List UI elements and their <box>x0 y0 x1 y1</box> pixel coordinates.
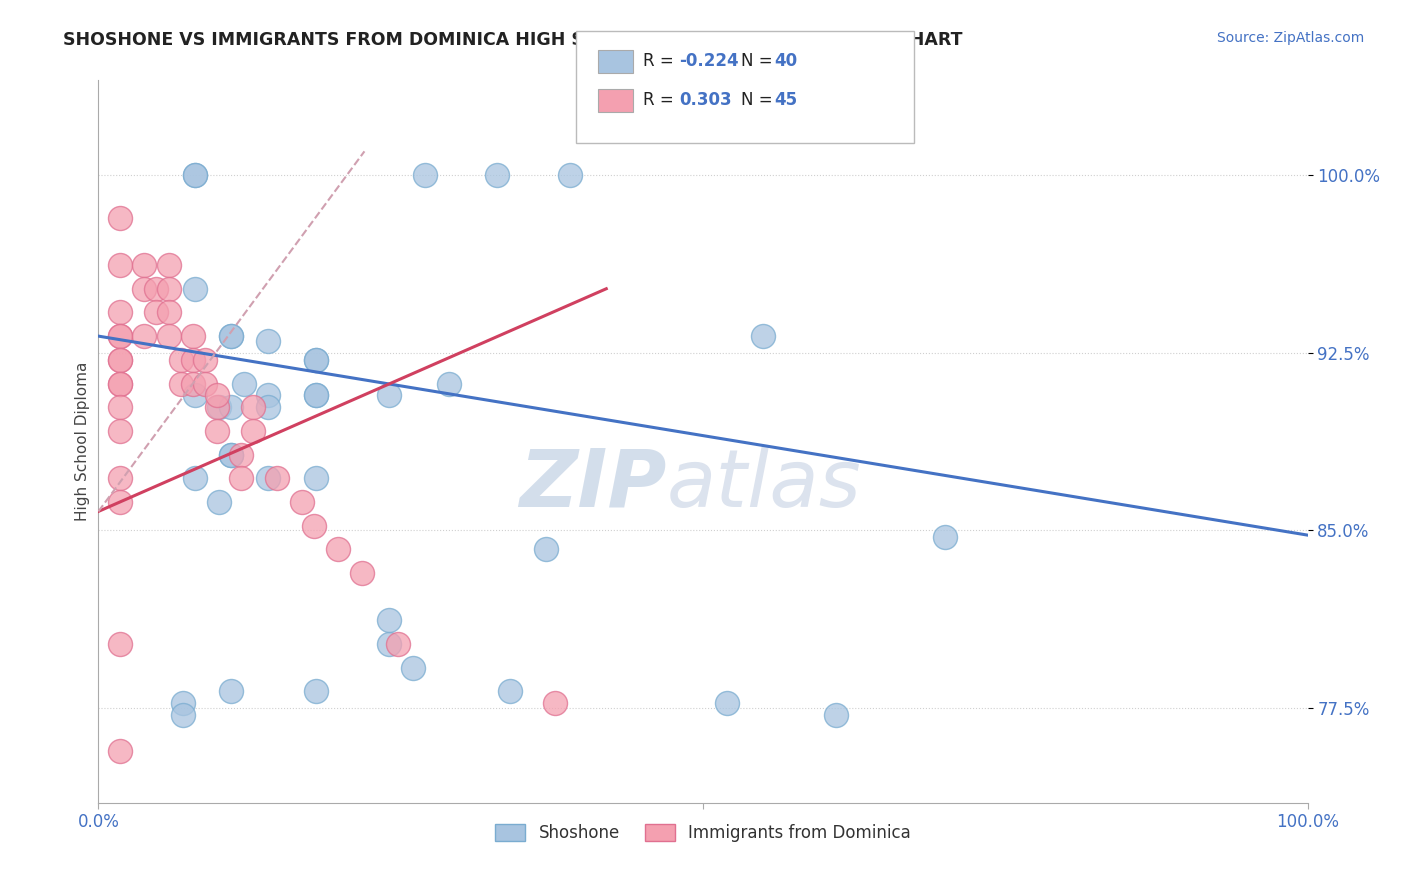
Point <box>157 329 180 343</box>
Text: R =: R = <box>643 91 679 109</box>
Point <box>181 329 204 343</box>
Point <box>108 744 131 758</box>
Point <box>256 334 278 348</box>
Point <box>752 329 775 343</box>
Point <box>534 542 557 557</box>
Point <box>377 614 399 628</box>
Point <box>169 352 191 367</box>
Point <box>825 708 848 723</box>
Point <box>194 352 217 367</box>
Point <box>544 696 567 710</box>
Point <box>157 282 180 296</box>
Point <box>145 282 167 296</box>
Point <box>108 376 131 391</box>
Point <box>256 471 278 485</box>
Point <box>486 168 509 182</box>
Point <box>108 211 131 225</box>
Point <box>208 495 231 509</box>
Point <box>232 376 254 391</box>
Point <box>305 388 328 402</box>
Point <box>256 388 278 402</box>
Point <box>108 258 131 272</box>
Point <box>305 684 328 698</box>
Point <box>181 352 204 367</box>
Text: 40: 40 <box>775 52 797 70</box>
Point <box>169 376 191 391</box>
Point <box>256 400 278 414</box>
Point <box>184 168 207 182</box>
Point <box>108 352 131 367</box>
Text: -0.224: -0.224 <box>679 52 738 70</box>
Point <box>205 424 228 438</box>
Point <box>134 258 156 272</box>
Point <box>437 376 460 391</box>
Point <box>157 258 180 272</box>
Point <box>934 531 956 545</box>
Point <box>290 495 312 509</box>
Point <box>145 305 167 319</box>
Point <box>181 376 204 391</box>
Point <box>326 542 349 557</box>
Point <box>184 471 207 485</box>
Point <box>377 637 399 651</box>
Point <box>205 400 228 414</box>
Point <box>108 424 131 438</box>
Point <box>221 329 243 343</box>
Point <box>184 168 207 182</box>
Text: 45: 45 <box>775 91 797 109</box>
Point <box>221 400 243 414</box>
Point <box>221 684 243 698</box>
Point <box>157 305 180 319</box>
Text: N =: N = <box>741 91 778 109</box>
Point <box>221 329 243 343</box>
Point <box>108 495 131 509</box>
Y-axis label: High School Diploma: High School Diploma <box>75 362 90 521</box>
Point <box>172 696 194 710</box>
Point <box>108 329 131 343</box>
Legend: Shoshone, Immigrants from Dominica: Shoshone, Immigrants from Dominica <box>488 817 918 848</box>
Point <box>229 448 252 462</box>
Text: atlas: atlas <box>666 446 862 524</box>
Point <box>377 388 399 402</box>
Point <box>108 471 131 485</box>
Point <box>108 352 131 367</box>
Point <box>387 637 409 651</box>
Point <box>108 305 131 319</box>
Point <box>221 448 243 462</box>
Point <box>134 282 156 296</box>
Point <box>108 329 131 343</box>
Text: ZIP: ZIP <box>519 446 666 524</box>
Point <box>305 352 328 367</box>
Point <box>134 329 156 343</box>
Point <box>229 471 252 485</box>
Point <box>402 661 425 675</box>
Point <box>305 471 328 485</box>
Point <box>172 708 194 723</box>
Point <box>205 388 228 402</box>
Point <box>221 448 243 462</box>
Point <box>208 400 231 414</box>
Point <box>716 696 738 710</box>
Point <box>302 518 325 533</box>
Text: 0.303: 0.303 <box>679 91 731 109</box>
Point <box>184 388 207 402</box>
Point <box>305 388 328 402</box>
Text: SHOSHONE VS IMMIGRANTS FROM DOMINICA HIGH SCHOOL DIPLOMA CORRELATION CHART: SHOSHONE VS IMMIGRANTS FROM DOMINICA HIG… <box>63 31 963 49</box>
Point <box>558 168 581 182</box>
Text: N =: N = <box>741 52 778 70</box>
Point <box>413 168 436 182</box>
Point <box>242 400 264 414</box>
Text: Source: ZipAtlas.com: Source: ZipAtlas.com <box>1216 31 1364 45</box>
Point <box>108 637 131 651</box>
Point <box>305 352 328 367</box>
Point <box>194 376 217 391</box>
Point <box>184 282 207 296</box>
Point <box>498 684 520 698</box>
Point <box>242 424 264 438</box>
Point <box>266 471 288 485</box>
Point <box>108 400 131 414</box>
Point <box>350 566 373 580</box>
Point <box>108 376 131 391</box>
Text: R =: R = <box>643 52 679 70</box>
